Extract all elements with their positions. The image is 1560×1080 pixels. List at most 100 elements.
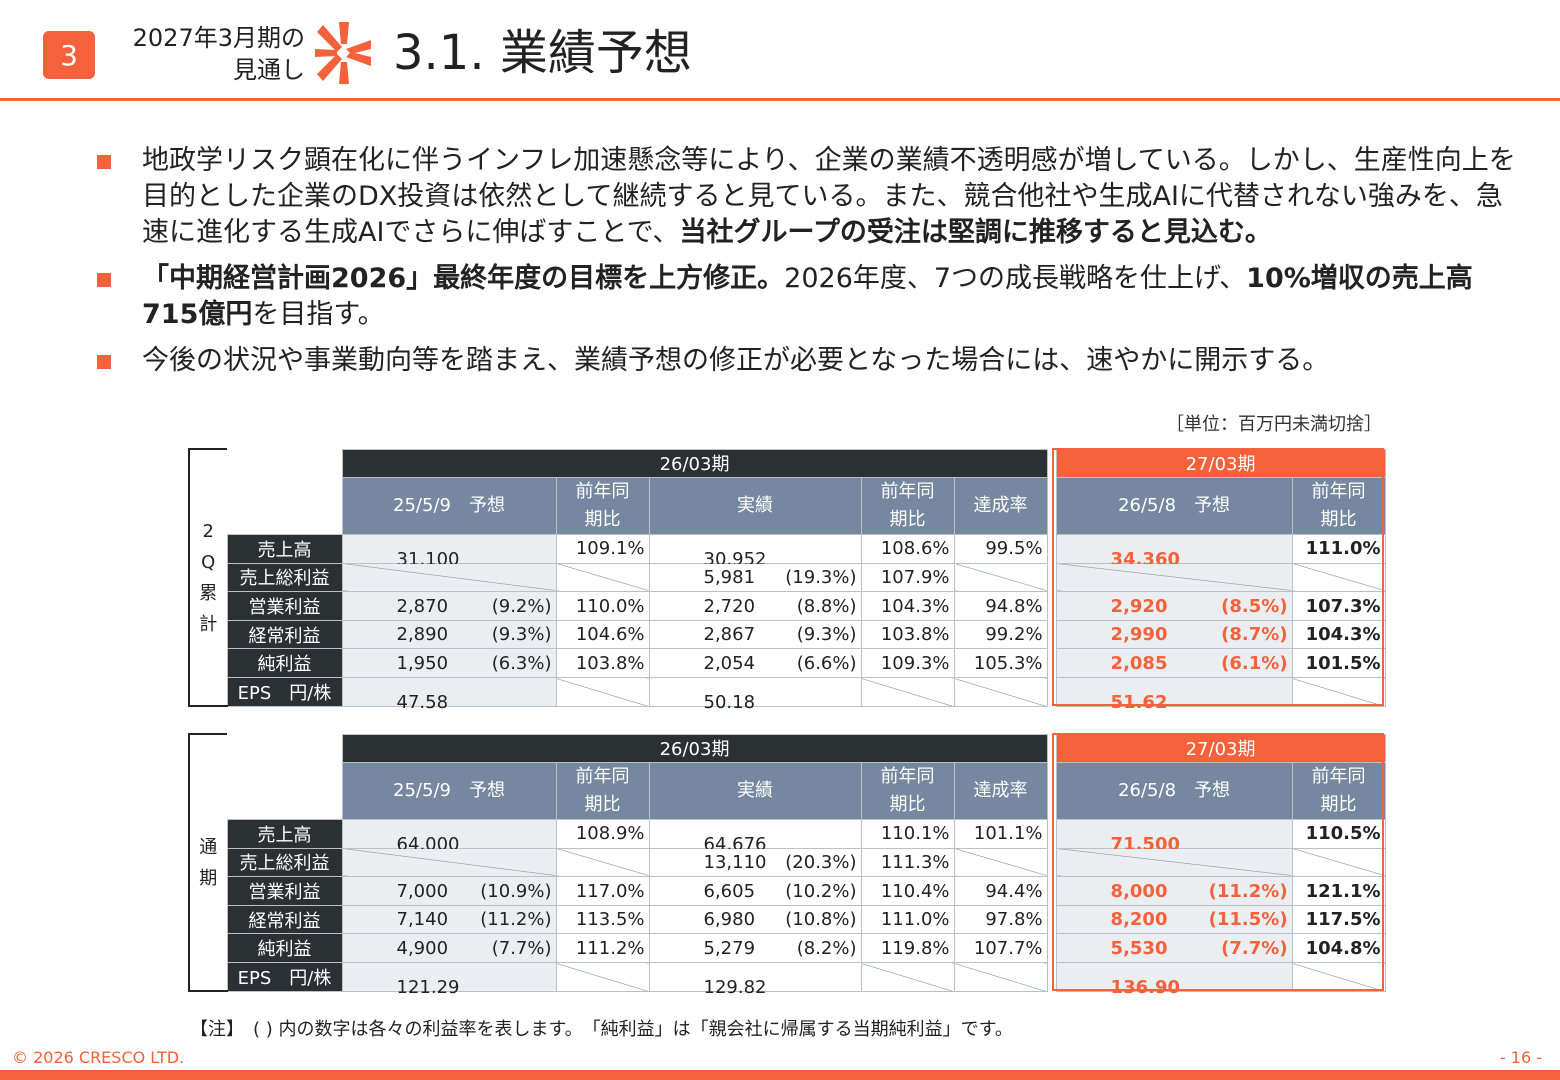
yoy-header: 前年同期比: [555, 477, 650, 536]
actual-yoy: [860, 677, 955, 707]
column-gap: [1047, 734, 1057, 763]
actual-cell: 30,952: [648, 534, 862, 570]
forecast-next-cell-rate: (11.5%): [1208, 909, 1288, 931]
forecast-prev-yoy: [555, 677, 650, 707]
forecast-prev-header: 25/5/9 予想: [341, 762, 557, 821]
row-label: 経常利益: [226, 619, 343, 650]
side-label: 通期: [188, 732, 227, 993]
achievement-header: 達成率: [953, 477, 1048, 536]
bullet-text: 2026年度、7つの成長戦略を仕上げ、: [784, 263, 1247, 294]
actual-yoy: [860, 962, 955, 992]
forecast-prev-cell: 1,950 (6.3%): [341, 648, 557, 679]
actual-cell-rate: (10.2%): [785, 880, 857, 902]
forecast-next-cell: [1055, 847, 1293, 878]
row-label: 純利益: [226, 933, 343, 964]
bullet-square-icon: [97, 355, 111, 369]
actual-yoy: 109.3%: [860, 648, 955, 679]
forecast-next-cell-rate: (7.7%): [1221, 937, 1288, 959]
achievement: [953, 562, 1048, 593]
achievement: 97.8%: [953, 904, 1048, 935]
forecast-next-cell: 2,085 (6.1%): [1055, 648, 1293, 679]
yoy-header: 前年同期比: [1291, 477, 1386, 536]
header-divider: [0, 98, 1560, 101]
forecast-next-header: 26/5/8 予想: [1055, 762, 1293, 821]
actual-cell-value: 2,867: [703, 624, 756, 646]
page-title: 3.1. 業績予想: [393, 25, 692, 81]
table-row: EPS 円/株 121.29 129.82 136.90: [189, 962, 1386, 998]
forecast-next-cell: 71,500: [1055, 819, 1293, 855]
column-gap: [1047, 905, 1057, 934]
bullet-list: 地政学リスク顕在化に伴うインフレ加速懸念等により、企業の業績不透明感が増している…: [97, 143, 1517, 389]
corner-blank: [227, 734, 342, 820]
forecast-prev-yoy: [555, 562, 650, 593]
actual-cell-value: 5,981: [703, 566, 756, 588]
achievement: 101.1%: [953, 819, 1048, 849]
period-header-next: 27/03期: [1055, 448, 1386, 479]
actual-cell-value: 13,110: [703, 851, 767, 873]
bullet-bold-text: 10%増収の売上高715億円: [142, 263, 1473, 330]
bullet-bold-lead: 「中期経営計画2026」最終年度の目標を上方修正。: [142, 263, 785, 294]
yoy-header: 前年同期比: [1291, 762, 1386, 821]
bullet-square-icon: [97, 155, 111, 169]
side-label-char: 2: [202, 520, 214, 542]
yoy-header: 前年同期比: [860, 762, 955, 821]
column-gap: [1047, 449, 1057, 478]
section-name: 2027年3月期の 見通し: [100, 22, 305, 86]
achievement: 105.3%: [953, 648, 1048, 679]
row-label: 経常利益: [226, 904, 343, 935]
forecast-prev-cell-value: 47.58: [396, 691, 449, 713]
forecast-prev-cell: 47.58: [341, 677, 557, 713]
forecast-next-cell-rate: (8.7%): [1221, 624, 1288, 646]
forecast-next-header: 26/5/8 予想: [1055, 477, 1293, 536]
actual-yoy: 119.8%: [860, 933, 955, 964]
actual-cell: 6,980 (10.8%): [648, 904, 862, 935]
actual-cell-rate: (8.8%): [796, 595, 857, 617]
table-footnote: 【注】 ( ) 内の数字は各々の利益率を表します。 「純利益」は「親会社に帰属す…: [190, 1019, 1013, 1040]
forecast-next-cell: 8,200 (11.5%): [1055, 904, 1293, 935]
side-label-char: 累: [199, 582, 218, 604]
forecast-prev-cell: 64,000: [341, 819, 557, 855]
forecast-next-yoy: 104.3%: [1291, 619, 1386, 650]
yoy-header: 前年同期比: [555, 762, 650, 821]
table-row: 売上総利益 5,981 (19.3%) 107.9%: [189, 562, 1386, 593]
column-gap: [1047, 563, 1057, 592]
side-label-char: 計: [199, 613, 218, 635]
achievement: 99.5%: [953, 534, 1048, 564]
column-gap: [1047, 819, 1057, 849]
actual-yoy: 107.9%: [860, 562, 955, 593]
row-label: 営業利益: [226, 591, 343, 621]
forecast-next-yoy: 104.8%: [1291, 933, 1386, 964]
row-label: EPS 円/株: [226, 677, 343, 707]
row-label: 売上総利益: [226, 847, 343, 878]
forecast-prev-cell-value: 2,870: [396, 595, 449, 617]
forecast-next-cell: 51.62: [1055, 677, 1293, 713]
forecast-prev-cell: 7,000 (10.9%): [341, 876, 557, 906]
forecast-next-cell-value: 2,920: [1110, 595, 1168, 617]
side-label-char: Q: [201, 551, 216, 573]
forecast-next-cell: 2,920 (8.5%): [1055, 591, 1293, 621]
table-row: 売上高 31,100 109.1% 30,952 108.6% 99.5% 34,360 11…: [189, 534, 1386, 570]
forecast-next-yoy: [1291, 847, 1386, 878]
forecast-prev-yoy: 113.5%: [555, 904, 650, 935]
period-header-prev: 26/03期: [341, 448, 1048, 479]
actual-cell: 2,867 (9.3%): [648, 619, 862, 650]
forecast-next-cell-value: 2,085: [1110, 652, 1168, 674]
actual-cell: 13,110 (20.3%): [648, 847, 862, 878]
actual-cell: 64,676: [648, 819, 862, 855]
forecast-next-cell: 5,530 (7.7%): [1055, 933, 1293, 964]
section-name-line2: 見通し: [233, 56, 305, 84]
row-label: 売上総利益: [226, 562, 343, 593]
forecast-prev-cell-rate: (11.2%): [480, 909, 552, 931]
actual-yoy: 110.1%: [860, 819, 955, 849]
forecast-prev-cell-value: 1,950: [396, 652, 449, 674]
achievement: [953, 847, 1048, 878]
forecast-next-yoy: 110.5%: [1291, 819, 1386, 849]
yoy-header: 前年同期比: [860, 477, 955, 536]
forecast-prev-yoy: 117.0%: [555, 876, 650, 906]
forecast-next-cell-rate: (6.1%): [1221, 652, 1288, 674]
forecast-next-cell-rate: (8.5%): [1221, 595, 1288, 617]
actual-cell-value: 6,980: [703, 909, 756, 931]
forecast-prev-cell: 7,140 (11.2%): [341, 904, 557, 935]
side-label-char: 通: [199, 836, 218, 858]
bullet-item: 今後の状況や事業動向等を踏まえ、業績予想の修正が必要となった場合には、速やかに開…: [97, 343, 1517, 379]
